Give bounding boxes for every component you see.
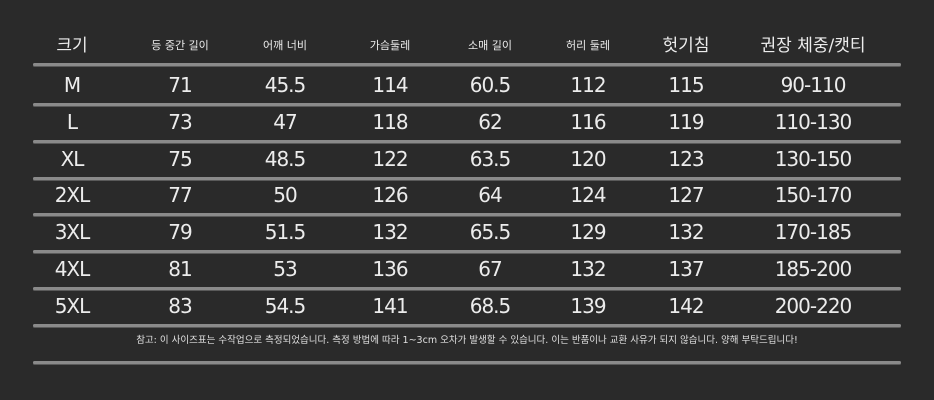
row-divider	[33, 287, 901, 290]
table-cell: 63.5	[469, 146, 512, 171]
table-cell: 185-200	[774, 257, 853, 281]
table-row: XL 75 48.5 122 63.5 120 123 130-150	[33, 141, 901, 177]
table-cell: 122	[372, 146, 408, 171]
table-cell: 83	[168, 293, 192, 318]
row-divider	[33, 177, 901, 180]
table-cell: 62	[478, 109, 502, 134]
table-cell: 110-130	[774, 109, 853, 134]
table-cell: 132	[668, 220, 704, 245]
table-cell: 71	[168, 73, 192, 97]
column-header: 소매 길이	[468, 39, 512, 52]
table-row: 2XL 77 50 126 64 124 127 150-170	[33, 177, 901, 213]
table-cell: 51.5	[264, 220, 307, 245]
column-header: 등 중간 길이	[151, 39, 209, 52]
table-cell: 127	[668, 183, 704, 208]
row-divider	[33, 103, 901, 106]
table-cell: 112	[570, 73, 606, 97]
header-row: 크기 등 중간 길이 어깨 너비 가슴둘레 소매 길이 허리 둘레 헛기침 권장 체중/캣티	[33, 28, 901, 64]
size-chart-note: 참고: 이 사이즈표는 수작업으로 측정되었습니다. 측정 방법에 따라 1~3…	[136, 335, 798, 346]
table-cell: 124	[570, 183, 606, 208]
table-cell: 67	[478, 257, 502, 281]
table-row: M 71 45.5 114 60.5 112 115 90-110	[33, 67, 901, 103]
table-cell: 120	[570, 146, 606, 171]
table-cell: 79	[168, 220, 192, 245]
row-divider	[33, 213, 901, 216]
table-cell: 132	[372, 220, 408, 245]
table-row: 4XL 81 53 136 67 132 137 185-200	[33, 251, 901, 287]
row-divider	[33, 250, 901, 253]
table-cell: 54.5	[264, 293, 307, 318]
table-cell: 114	[372, 73, 408, 97]
column-header: 허리 둘레	[566, 39, 610, 52]
column-header: 가슴둘레	[369, 39, 411, 52]
table-cell: 137	[668, 257, 704, 281]
table-cell: 139	[570, 293, 606, 318]
table-cell: 60.5	[469, 73, 512, 97]
table-cell: 64	[478, 183, 502, 208]
table-row: L 73 47 118 62 116 119 110-130	[33, 104, 901, 140]
table-cell: 53	[273, 257, 297, 281]
column-header: 헛기침	[662, 36, 710, 56]
table-cell: 5XL	[54, 293, 91, 318]
table-cell: 50	[273, 183, 297, 208]
row-divider	[33, 324, 901, 327]
table-cell: L	[66, 109, 78, 134]
table-cell: 142	[668, 293, 704, 318]
column-header: 권장 체중/캣티	[760, 36, 866, 56]
table-cell: 136	[372, 257, 408, 281]
column-header: 어깨 너비	[263, 39, 307, 52]
table-cell: 118	[372, 109, 408, 134]
table-row: 5XL 83 54.5 141 68.5 139 142 200-220	[33, 288, 901, 324]
table-cell: 45.5	[264, 73, 307, 97]
table-cell: 68.5	[469, 293, 512, 318]
table-cell: 2XL	[54, 183, 91, 208]
table-cell: 3XL	[54, 220, 91, 245]
table-cell: 132	[570, 257, 606, 281]
table-cell: 126	[372, 183, 408, 208]
table-cell: 141	[372, 293, 408, 318]
table-cell: 90-110	[780, 73, 847, 97]
table-cell: 47	[273, 109, 297, 134]
table-cell: 115	[668, 73, 704, 97]
table-cell: 73	[168, 109, 192, 134]
table-cell: 116	[570, 109, 606, 134]
column-header: 크기	[56, 36, 88, 56]
table-cell: M	[63, 73, 81, 97]
table-cell: 4XL	[54, 257, 91, 281]
table-cell: 81	[168, 257, 192, 281]
table-cell: 170-185	[774, 220, 853, 245]
table-cell: 48.5	[264, 146, 307, 171]
table-cell: 65.5	[469, 220, 512, 245]
table-cell: 75	[168, 146, 192, 171]
table-cell: 200-220	[774, 293, 853, 318]
table-cell: 129	[570, 220, 606, 245]
table-cell: XL	[60, 146, 85, 171]
table-cell: 130-150	[774, 146, 853, 171]
row-divider	[33, 361, 901, 364]
row-divider	[33, 63, 901, 66]
table-row: 3XL 79 51.5 132 65.5 129 132 170-185	[33, 214, 901, 250]
table-cell: 123	[668, 146, 704, 171]
table-cell: 119	[668, 109, 704, 134]
row-divider	[33, 140, 901, 143]
table-cell: 150-170	[774, 183, 853, 208]
table-cell: 77	[168, 183, 192, 208]
